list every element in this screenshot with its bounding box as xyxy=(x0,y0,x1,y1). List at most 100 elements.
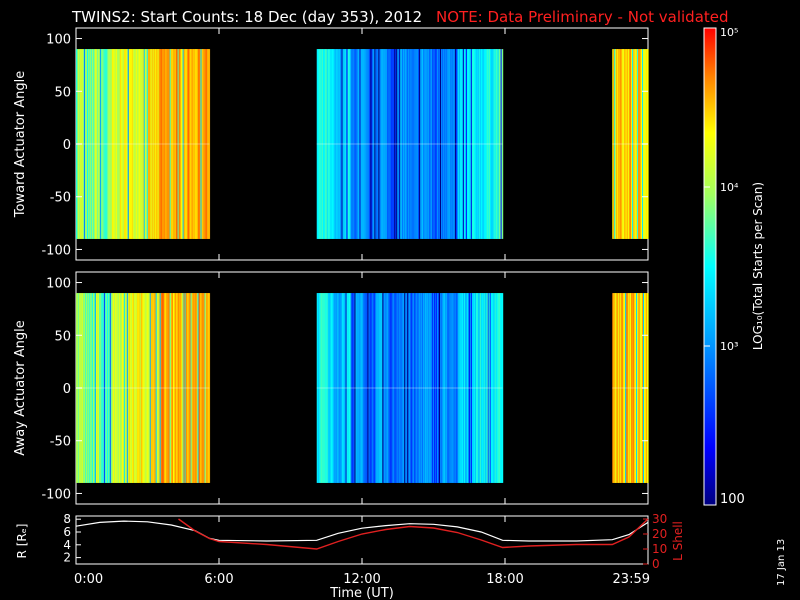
heatmap-column xyxy=(317,49,320,239)
lshell-tick-label: 10 xyxy=(652,542,667,556)
heatmap-column xyxy=(398,293,400,483)
heatmap-column xyxy=(171,293,174,483)
heatmap-column xyxy=(390,49,392,239)
heatmap-column xyxy=(150,49,153,239)
heatmap-column xyxy=(160,49,163,239)
heatmap-column xyxy=(150,293,153,483)
heatmap-column xyxy=(459,49,462,239)
heatmap-column xyxy=(332,293,335,483)
heatmap-column xyxy=(345,49,348,239)
heatmap-column xyxy=(395,49,397,239)
heatmap-column xyxy=(379,49,381,239)
heatmap-column xyxy=(337,293,340,483)
heatmap-column xyxy=(444,49,447,239)
heatmap-column xyxy=(196,49,199,239)
heatmap-column xyxy=(458,293,461,483)
heatmap-column xyxy=(629,49,631,239)
heatmap-column xyxy=(178,49,181,239)
heatmap-column xyxy=(377,49,379,239)
heatmap-column xyxy=(486,49,489,239)
heatmap-column xyxy=(455,293,458,483)
heatmap-column xyxy=(188,49,191,239)
heatmap-column xyxy=(493,293,496,483)
heatmap-column xyxy=(614,293,616,483)
heatmap-column xyxy=(369,49,371,239)
heatmap-column xyxy=(98,293,101,483)
heatmap-column xyxy=(366,49,369,239)
heatmap-column xyxy=(619,49,621,239)
heatmap-column xyxy=(144,293,147,483)
heatmap-column xyxy=(396,293,398,483)
heatmap-column xyxy=(470,49,473,239)
heatmap-column xyxy=(124,49,127,239)
heatmap-column xyxy=(180,49,183,239)
heatmap-column xyxy=(398,49,400,239)
y-tick-label: 50 xyxy=(54,329,71,344)
heatmap-column xyxy=(473,49,476,239)
heatmap-column xyxy=(497,293,500,483)
heatmap-column xyxy=(389,293,391,483)
heatmap-column xyxy=(169,293,172,483)
heatmap-column xyxy=(330,49,333,239)
heatmap-column xyxy=(138,49,141,239)
heatmap-column xyxy=(113,49,116,239)
heatmap-column xyxy=(476,293,479,483)
heatmap-column xyxy=(419,293,421,483)
heatmap-column xyxy=(387,49,389,239)
heatmap-column xyxy=(456,293,459,483)
heatmap-column xyxy=(317,293,320,483)
heatmap-column xyxy=(495,293,498,483)
heatmap-column xyxy=(409,49,411,239)
heatmap-column xyxy=(631,49,633,239)
heatmap-column xyxy=(126,293,129,483)
heatmap-column xyxy=(125,49,128,239)
heatmap-column xyxy=(391,293,393,483)
heatmap-column xyxy=(471,49,474,239)
heatmap-column xyxy=(350,49,353,239)
heatmap-column xyxy=(362,49,365,239)
heatmap-column xyxy=(82,49,85,239)
heatmap-column xyxy=(124,293,127,483)
heatmap-column xyxy=(417,293,419,483)
heatmap-column xyxy=(387,293,389,483)
heatmap-column xyxy=(147,293,150,483)
heatmap-column xyxy=(473,293,476,483)
heatmap-column xyxy=(446,49,449,239)
heatmap-column xyxy=(612,293,614,483)
heatmap-column xyxy=(443,293,446,483)
away-y-ticks: -100 -50 0 50 100 xyxy=(41,277,648,502)
heatmap-column xyxy=(386,49,388,239)
lshell-tick-label: 30 xyxy=(652,512,667,526)
heatmap-column xyxy=(131,49,134,239)
heatmap-column xyxy=(620,49,622,239)
heatmap-column xyxy=(434,293,436,483)
heatmap-column xyxy=(638,293,640,483)
heatmap-column xyxy=(427,49,429,239)
heatmap-column xyxy=(402,49,404,239)
heatmap-column xyxy=(497,49,500,239)
heatmap-column xyxy=(619,293,621,483)
heatmap-column xyxy=(175,293,178,483)
heatmap-column xyxy=(418,49,420,239)
heatmap-column xyxy=(94,293,97,483)
heatmap-column xyxy=(390,293,392,483)
heatmap-column xyxy=(203,293,206,483)
heatmap-column xyxy=(119,293,122,483)
heatmap-column xyxy=(449,49,452,239)
heatmap-column xyxy=(197,49,200,239)
heatmap-column xyxy=(137,293,140,483)
heatmap-column xyxy=(623,49,625,239)
heatmap-column xyxy=(331,293,334,483)
heatmap-column xyxy=(488,293,491,483)
y-tick-label: -100 xyxy=(41,487,71,502)
heatmap-column xyxy=(204,49,207,239)
date-stamp: 17 Jan 13 xyxy=(776,539,787,586)
heatmap-column xyxy=(316,49,319,239)
heatmap-column xyxy=(97,49,100,239)
heatmap-column xyxy=(618,293,620,483)
heatmap-column xyxy=(323,49,326,239)
heatmap-column xyxy=(365,293,368,483)
heatmap-column xyxy=(493,49,496,239)
heatmap-column xyxy=(357,49,360,239)
heatmap-column xyxy=(386,293,388,483)
